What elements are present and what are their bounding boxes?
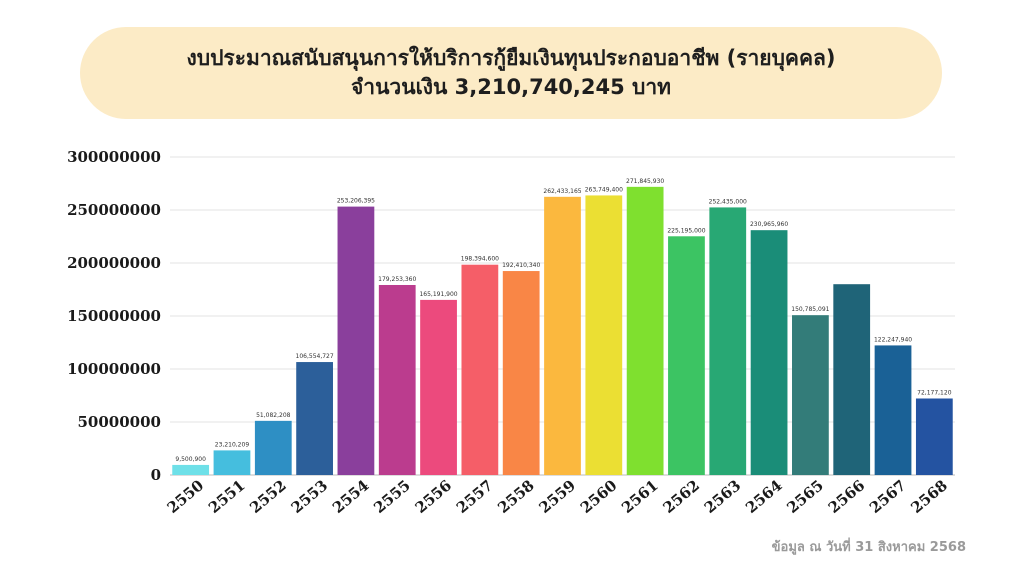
bar-2565 <box>792 315 829 475</box>
bar-2561 <box>626 186 664 475</box>
x-tick-label-2567: 2567 <box>866 476 910 517</box>
bar-2557 <box>461 264 499 475</box>
data-label-2554: 253,206,395 <box>337 198 375 205</box>
title-banner: งบประมาณสนับสนุนการให้บริการกู้ยืมเงินทุ… <box>80 27 942 119</box>
chart-subtitle: จำนวนเงิน 3,210,740,245 บาท <box>350 75 672 99</box>
x-tick-label-2565: 2565 <box>783 476 827 517</box>
x-tick-label-2563: 2563 <box>701 476 745 517</box>
x-tick-label-2550: 2550 <box>164 476 208 517</box>
data-label-2558: 192,410,340 <box>502 262 540 269</box>
x-tick-label-2554: 2554 <box>329 476 373 517</box>
data-label-2556: 165,191,900 <box>419 291 457 298</box>
bar-2563 <box>709 207 747 476</box>
x-tick-label-2559: 2559 <box>536 476 580 517</box>
x-tick-label-2566: 2566 <box>825 476 869 517</box>
x-axis: 2550255125522553255425552556255725582559… <box>164 476 951 517</box>
x-tick-label-2557: 2557 <box>453 476 497 517</box>
data-label-2567: 122,247,940 <box>874 336 912 343</box>
data-label-2561: 271,845,930 <box>626 178 664 185</box>
y-tick-label: 250000000 <box>67 201 161 219</box>
data-label-2562: 225,195,000 <box>667 227 705 234</box>
y-tick-label: 200000000 <box>67 254 161 272</box>
y-tick-label: 100000000 <box>67 360 161 378</box>
x-tick-label-2558: 2558 <box>494 476 538 517</box>
bar-2555 <box>378 284 416 475</box>
y-tick-label: 0 <box>151 466 161 484</box>
data-labels: 9,500,900 23,210,209 51,082,208 106,554,727… <box>175 178 951 463</box>
bar-2567 <box>874 345 912 475</box>
y-tick-label: 50000000 <box>78 413 162 431</box>
x-tick-label-2561: 2561 <box>618 476 662 517</box>
data-label-2560: 263,749,400 <box>585 186 623 193</box>
y-axis: 0 50000000 100000000 150000000 200000000 2500… <box>67 148 161 484</box>
bar-2552 <box>254 420 292 475</box>
bar-2564 <box>750 230 788 475</box>
x-tick-label-2555: 2555 <box>370 476 414 517</box>
data-label-2563: 252,435,000 <box>709 198 747 205</box>
data-label-2553: 106,554,727 <box>296 353 334 360</box>
bar-2550 <box>172 464 210 475</box>
x-tick-label-2553: 2553 <box>288 476 332 517</box>
x-tick-label-2551: 2551 <box>205 476 249 517</box>
data-label-2555: 179,253,360 <box>378 276 416 283</box>
data-label-2552: 51,082,208 <box>256 412 291 419</box>
bar-2556 <box>420 299 457 475</box>
data-label-2565: 150,785,091 <box>791 306 829 313</box>
y-tick-label: 300000000 <box>67 148 161 166</box>
bar-2559 <box>544 196 581 475</box>
bar-2560 <box>585 195 623 475</box>
x-tick-label-2564: 2564 <box>742 476 786 517</box>
data-label-2550: 9,500,900 <box>175 456 206 463</box>
data-label-2568: 72,177,120 <box>917 389 952 396</box>
bar-2553 <box>296 362 333 475</box>
bar-2551 <box>213 450 251 475</box>
bar-2562 <box>668 236 705 475</box>
bars <box>172 186 953 476</box>
bar-2568 <box>915 398 953 475</box>
data-label-2564: 230,965,960 <box>750 221 788 228</box>
x-tick-label-2562: 2562 <box>659 476 703 517</box>
x-tick-label-2552: 2552 <box>246 476 290 517</box>
chart-title: งบประมาณสนับสนุนการให้บริการกู้ยืมเงินทุ… <box>186 46 836 70</box>
data-label-2557: 198,394,600 <box>461 256 499 263</box>
x-tick-label-2556: 2556 <box>412 476 456 517</box>
data-label-2559: 262,433,165 <box>543 188 581 195</box>
x-tick-label-2568: 2568 <box>907 476 951 517</box>
data-label-2551: 23,210,209 <box>215 441 250 448</box>
y-tick-label: 150000000 <box>67 307 161 325</box>
data-date-footnote: ข้อมูล ณ วันที่ 31 สิงหาคม 2568 <box>771 540 966 555</box>
bar-2558 <box>502 271 540 475</box>
bar-2554 <box>337 206 375 475</box>
bar-2566 <box>833 284 871 475</box>
x-tick-label-2560: 2560 <box>577 476 621 517</box>
